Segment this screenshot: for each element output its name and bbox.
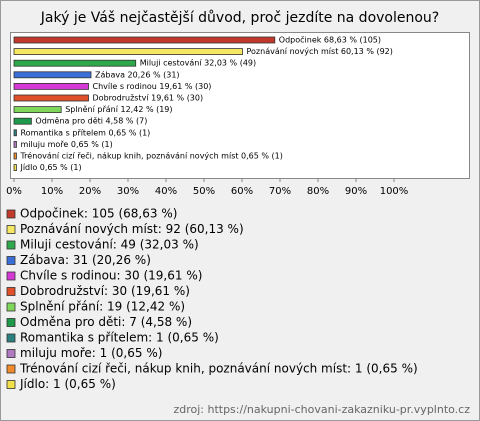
data-label: Romantika s přítelem 0,65 % (1)	[20, 128, 150, 137]
legend-swatch	[6, 318, 16, 327]
data-label: Trénování cizí řeči, nákup knih, poznává…	[19, 151, 282, 161]
x-tick-label: 30%	[117, 186, 139, 197]
source: zdroj: https://nakupni-chovani-zakazniku…	[173, 403, 470, 416]
legend-swatch	[6, 240, 16, 250]
legend-label: Odměna pro děti: 7 (4,58 %)	[20, 315, 192, 329]
data-label: Poznávání nových míst 60,13 % (92)	[246, 47, 392, 56]
data-label: Odměna pro děti 4,58 % (7)	[35, 117, 147, 126]
data-label: Miluji cestování 32,03 % (49)	[140, 59, 256, 68]
x-tick-label: 50%	[193, 186, 215, 197]
data-label: Odpočinek 68,63 % (105)	[279, 35, 381, 45]
bar	[13, 36, 276, 44]
bar	[13, 129, 17, 137]
x-tick-label: 100%	[380, 186, 409, 197]
legend-swatch	[6, 256, 16, 265]
data-label: Dobrodružství 19,61 % (30)	[93, 94, 204, 103]
data-label: Splnění přání 12,42 % (19)	[65, 105, 172, 114]
legend-label: Splnění přání: 19 (12,42 %)	[20, 300, 185, 314]
legend-label: miluju moře: 1 (0,65 %)	[20, 346, 162, 360]
legend-swatch	[6, 271, 16, 281]
legend-swatch	[6, 287, 16, 296]
data-label: miluju moře 0,65 % (1)	[20, 140, 112, 149]
x-tick-label: 40%	[155, 186, 177, 197]
bar	[13, 94, 89, 102]
bar	[13, 152, 17, 160]
legend-label: Odpočinek: 105 (68,63 %)	[20, 207, 177, 221]
bar	[13, 117, 32, 125]
legend-swatch	[6, 364, 16, 374]
legend-swatch	[6, 209, 16, 219]
legend-swatch	[6, 302, 16, 312]
legend-label: Zábava: 31 (20,26 %)	[20, 253, 151, 267]
x-tick-label: 70%	[269, 186, 291, 197]
bar	[13, 140, 17, 148]
plot-area	[10, 32, 470, 179]
data-label: Zábava 20,26 % (31)	[95, 70, 180, 79]
legend-label: Chvíle s rodinou: 30 (19,61 %)	[20, 269, 202, 283]
legend-swatch	[6, 349, 16, 358]
bar	[13, 106, 62, 113]
bar	[13, 59, 137, 67]
legend-swatch	[6, 333, 16, 343]
legend-swatch	[6, 380, 16, 389]
legend-label: Trénování cizí řeči, nákup knih, poznává…	[19, 362, 418, 376]
bar	[13, 164, 17, 172]
chart-title: Jaký je Váš nejčastější důvod, proč jezd…	[40, 10, 439, 26]
bar	[13, 83, 89, 90]
x-tick-label: 90%	[345, 186, 367, 197]
x-tick-label: 80%	[307, 186, 329, 197]
x-tick-label: 20%	[79, 186, 101, 197]
bar	[13, 48, 243, 55]
legend-label: Dobrodružství: 30 (19,61 %)	[20, 284, 190, 298]
legend-label: Jídlo: 1 (0,65 %)	[19, 377, 116, 391]
data-label: Jídlo 0,65 % (1)	[19, 163, 81, 172]
legend-label: Poznávání nových míst: 92 (60,13 %)	[20, 222, 244, 236]
x-tick-label: 10%	[41, 186, 63, 197]
x-tick-label: 0%	[6, 186, 22, 197]
bar	[13, 71, 92, 79]
data-label: Chvíle s rodinou 19,61 % (30)	[93, 82, 212, 91]
legend-label: Miluji cestování: 49 (32,03 %)	[20, 238, 199, 252]
x-tick-label: 60%	[231, 186, 253, 197]
legend-swatch	[6, 225, 16, 234]
legend-label: Romantika s přítelem: 1 (0,65 %)	[20, 331, 219, 345]
